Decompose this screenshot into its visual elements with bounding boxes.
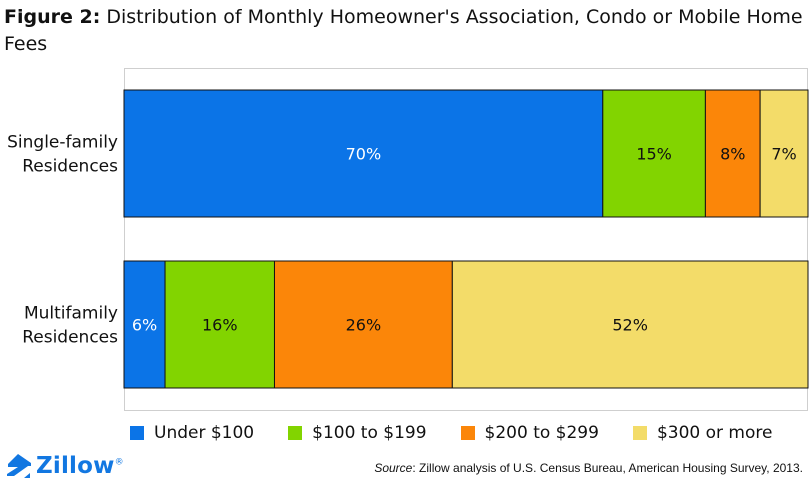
chart-title: Figure 2: Distribution of Monthly Homeow… <box>4 4 804 58</box>
legend-item: $100 to $199 <box>288 423 427 443</box>
bar-data-label: 7% <box>771 145 796 164</box>
bar-segment <box>123 89 604 218</box>
zillow-logo: Zillow® <box>4 452 124 480</box>
bar-segment <box>164 260 275 389</box>
legend-swatch <box>460 426 475 440</box>
bar-data-label: 15% <box>636 145 672 164</box>
source-label: Source <box>374 461 413 475</box>
bar-data-label: 70% <box>346 145 382 164</box>
category-label: Multifamily <box>24 304 118 324</box>
bar-segment <box>123 260 166 389</box>
legend-item: $200 to $299 <box>460 423 599 443</box>
legend-label: $200 to $299 <box>484 423 599 443</box>
legend-swatch <box>288 426 303 440</box>
bar-data-label: 52% <box>612 316 648 335</box>
legend-item: $300 or more <box>632 423 773 443</box>
bar-segment <box>602 89 706 218</box>
bar-data-label: 8% <box>720 145 745 164</box>
legend-label: $100 to $199 <box>312 423 427 443</box>
figure-label: Figure 2: <box>4 6 101 28</box>
legend-swatch <box>130 426 144 440</box>
legend-label: $300 or more <box>656 423 773 443</box>
category-label: Residences <box>22 328 118 348</box>
category-label: Residences <box>22 157 118 177</box>
legend-swatch <box>632 426 647 440</box>
registered-mark: ® <box>114 457 124 468</box>
source-text: : Zillow analysis of U.S. Census Bureau,… <box>412 461 803 475</box>
bar-data-label: 26% <box>346 316 382 335</box>
bar-data-label: 6% <box>132 316 157 335</box>
bar-segment <box>759 89 809 218</box>
chart-legend: Under $100 $100 to $199 $200 to $299 $300 o… <box>130 421 806 445</box>
bar-data-label: 16% <box>202 316 238 335</box>
bar-segment <box>704 89 761 218</box>
legend-item: Under $100 <box>130 423 254 443</box>
legend-label: Under $100 <box>154 423 255 443</box>
source-note: Source: Zillow analysis of U.S. Census B… <box>374 461 803 475</box>
plot-frame <box>124 68 808 411</box>
title-text: Distribution of Monthly Homeowner's Asso… <box>4 6 803 55</box>
logo-wordmark: Zillow® <box>36 453 124 479</box>
zillow-house-icon <box>7 454 31 478</box>
bar-segment <box>273 260 453 389</box>
bar-segment <box>451 260 809 389</box>
category-label: Single-family <box>7 133 118 153</box>
